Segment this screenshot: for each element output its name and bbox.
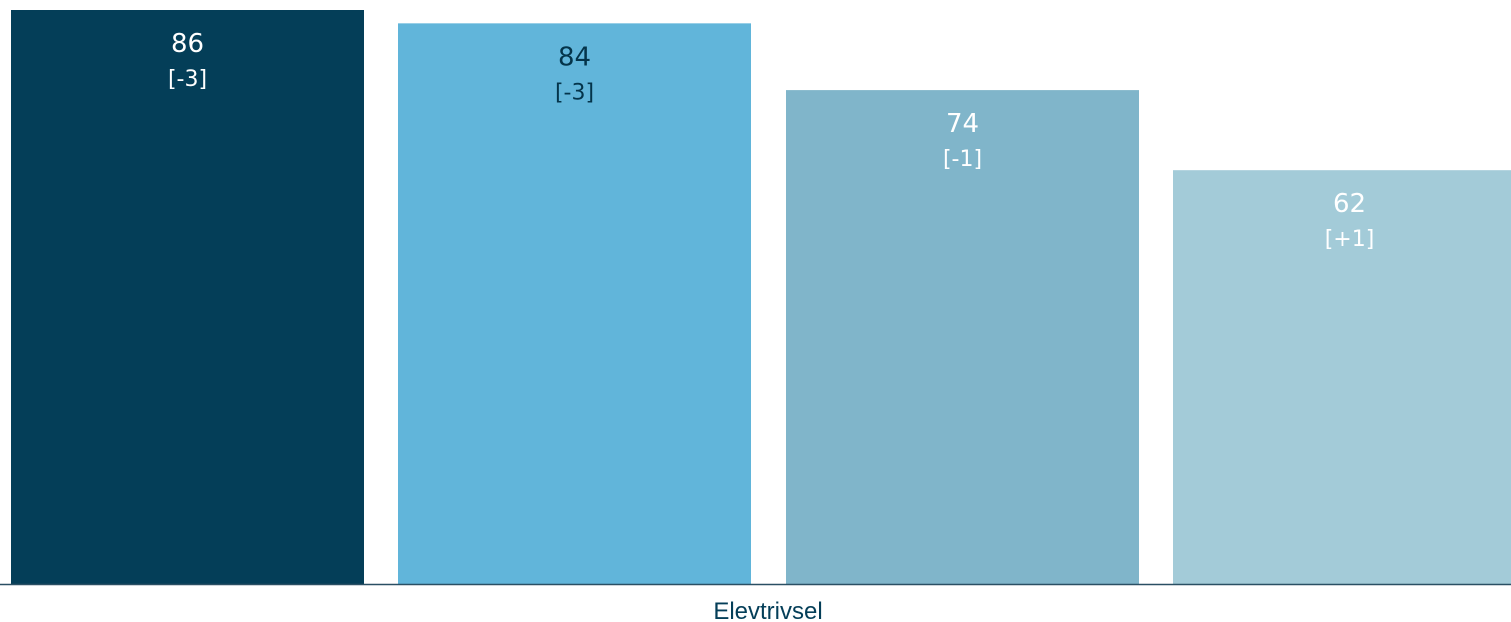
x-category-label: Elevtrivsel (713, 598, 822, 622)
bar-3-value-label: 74 (946, 109, 979, 139)
bar-4 (1173, 170, 1511, 585)
bar-1-value-label: 86 (171, 29, 204, 59)
bar-1 (11, 10, 364, 584)
bar-3-change-label: [-1] (943, 147, 982, 172)
bar-2-change-label: [-3] (555, 80, 594, 105)
bars-group (11, 10, 1511, 585)
bar-4-change-label: [+1] (1325, 227, 1375, 252)
bar-3 (786, 90, 1139, 585)
data-labels-group: 86 [-3] 84 [-3] 74 [-1] 62 [+1] (168, 29, 1374, 252)
bar-4-value-label: 62 (1333, 189, 1366, 219)
bar-1-change-label: [-3] (168, 67, 207, 92)
bar-2 (398, 23, 751, 585)
bar-2-value-label: 84 (558, 42, 591, 72)
